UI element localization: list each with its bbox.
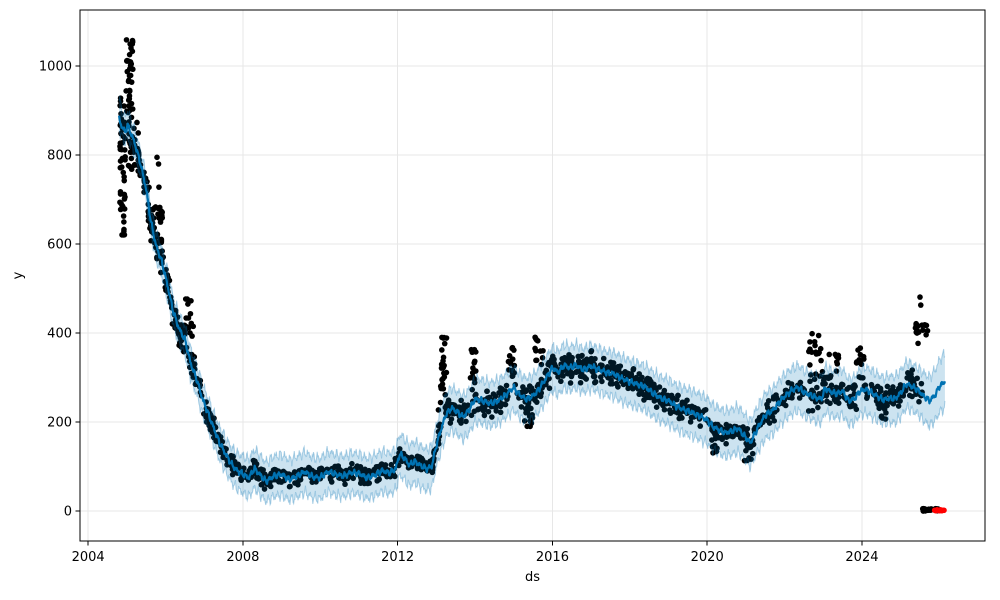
y-tick-label: 1000 [39,60,72,75]
x-axis-label: ds [525,570,540,585]
x-tick-label: 2016 [536,550,569,565]
axes-spines [79,9,986,542]
y-tick-label: 800 [47,149,72,164]
trend-line [117,115,946,486]
y-tick-label: 200 [47,416,72,431]
y-tick-label: 600 [47,238,72,253]
x-tick-label: 2004 [72,550,105,565]
uncertainty-band-upper-edge [118,95,946,468]
uncertainty-band-lower-edge [118,130,946,507]
y-axis-label: y [11,271,26,279]
x-tick-label: 2008 [226,550,259,565]
y-tick-label: 0 [64,505,72,520]
tick-labels: 2004 2008 2012 2016 2020 2024 0 200 400 600 800 100… [39,60,879,565]
tick-marks [75,65,863,546]
x-tick-label: 2024 [845,550,878,565]
future-observation-points [931,507,947,514]
y-tick-label: 400 [47,327,72,342]
grid-lines [80,10,985,541]
x-tick-label: 2012 [381,550,414,565]
x-tick-label: 2020 [691,550,724,565]
